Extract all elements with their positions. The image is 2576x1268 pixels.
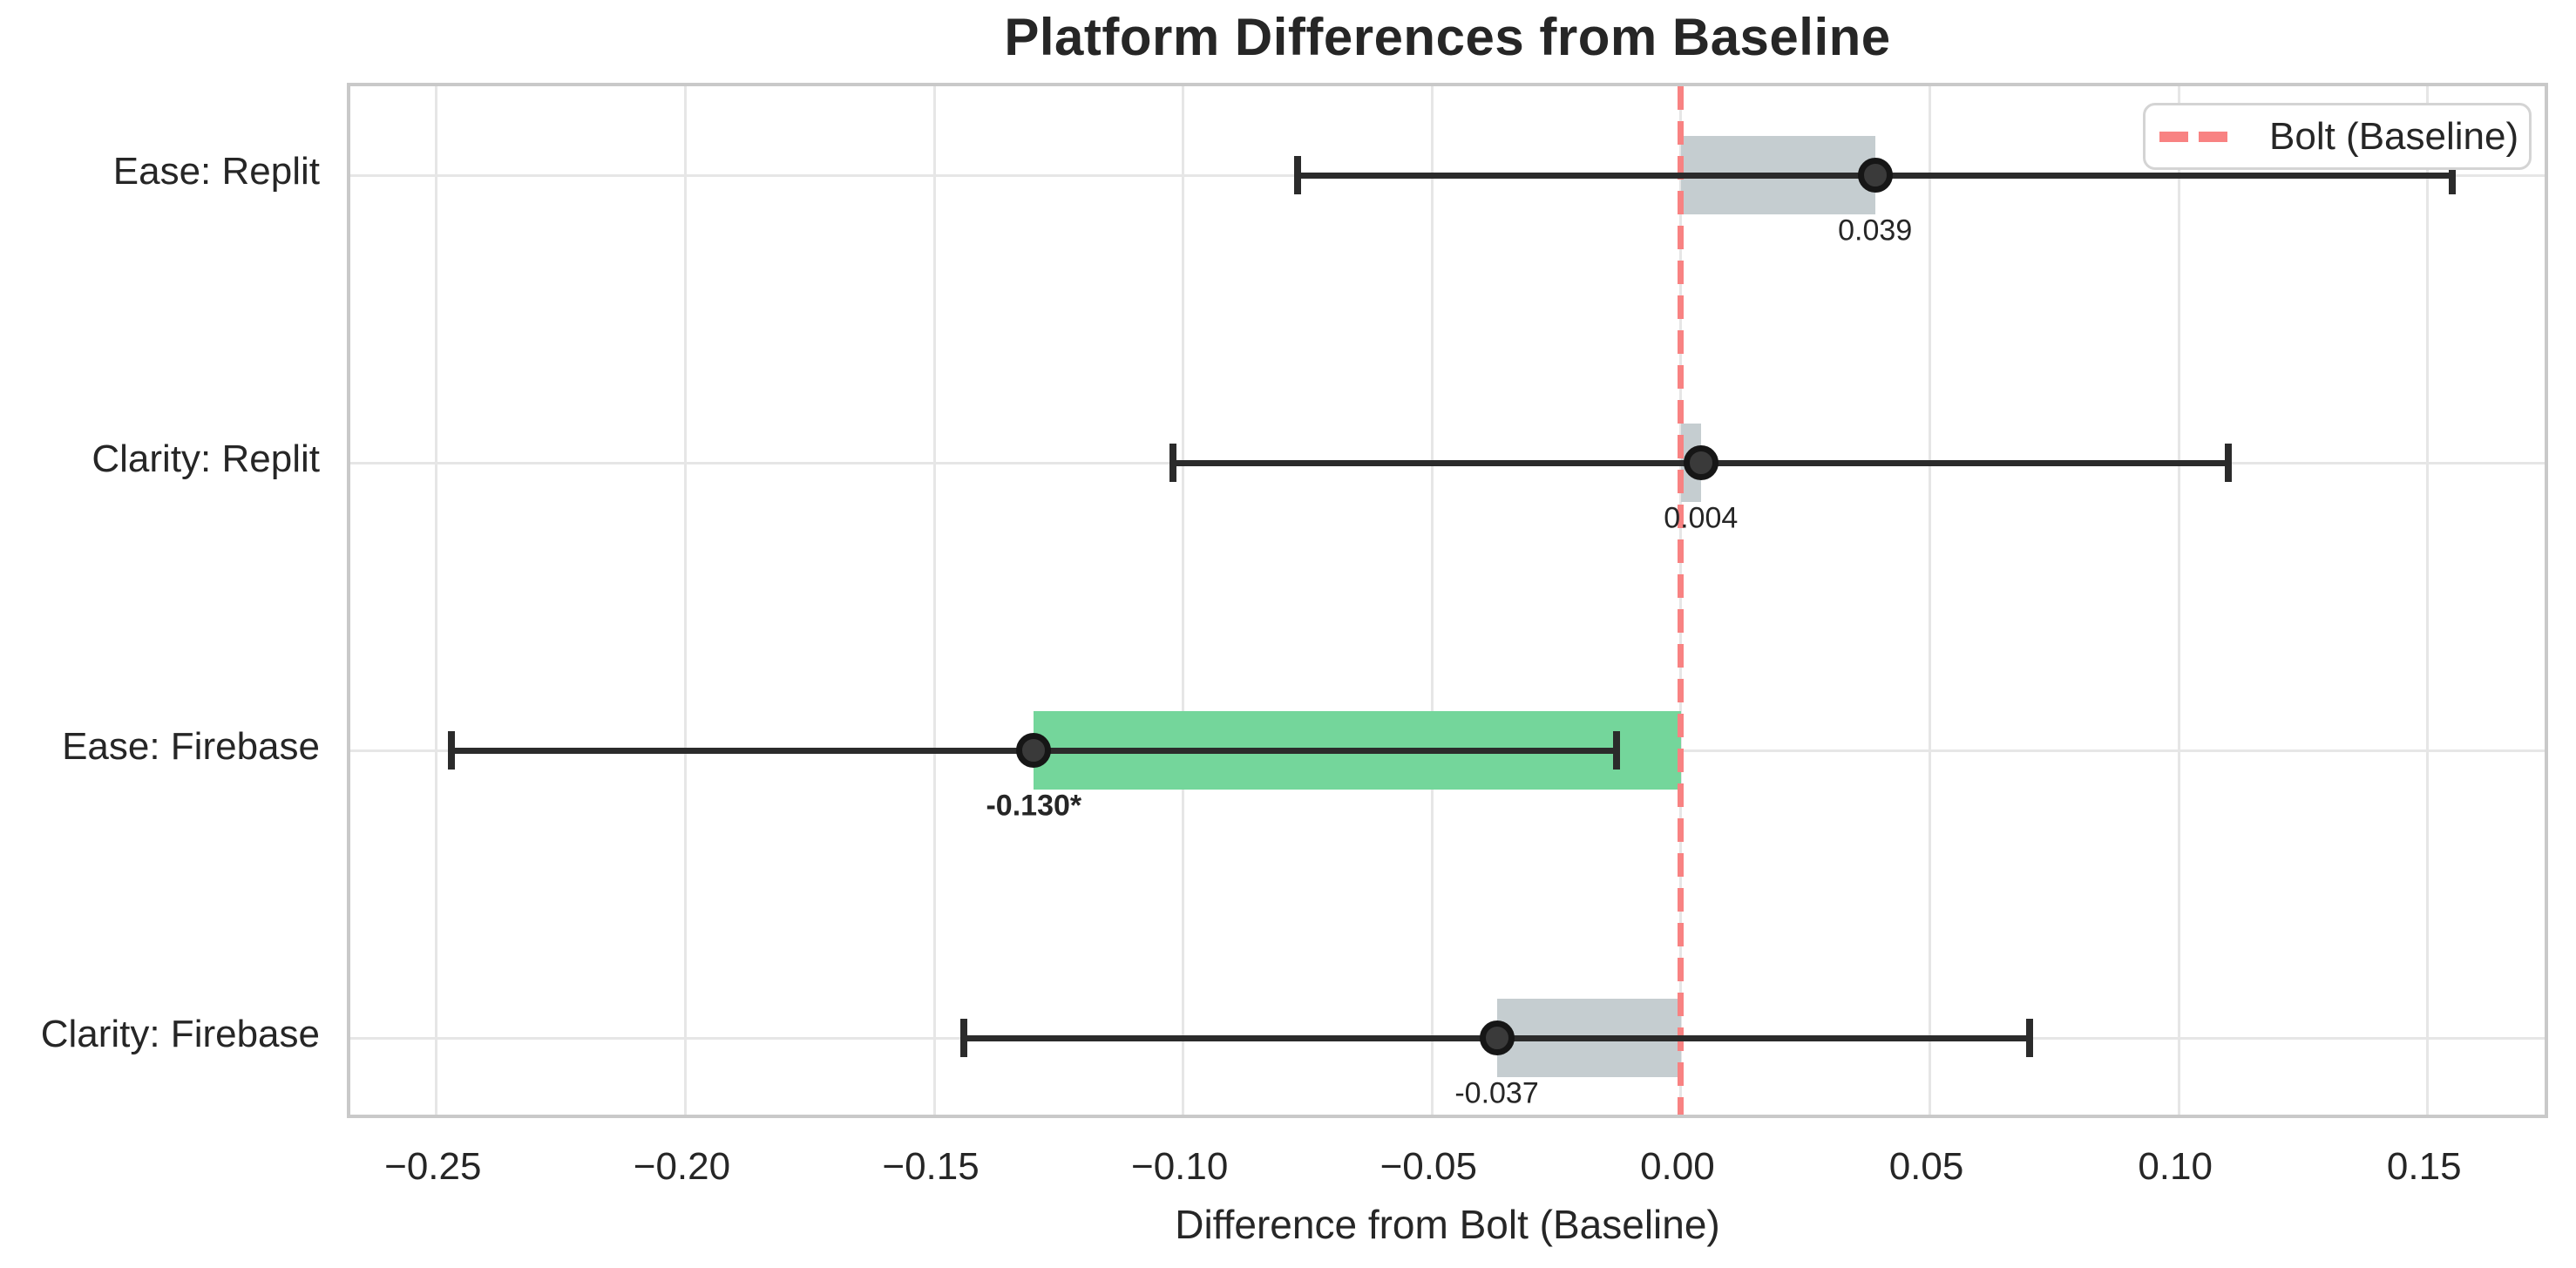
x-tick-label: −0.25 [384,1145,482,1188]
value-label: 0.004 [1664,501,1739,535]
value-label: -0.130* [986,789,1082,823]
legend-label: Bolt (Baseline) [2269,114,2519,158]
x-gridline [1430,86,1434,1115]
x-tick-label: −0.10 [1131,1145,1229,1188]
x-tick-label: −0.20 [633,1145,731,1188]
x-gridline [435,86,438,1115]
error-cap-low [960,1019,968,1057]
baseline-zero-line [1678,86,1685,1115]
legend: Bolt (Baseline) [2143,103,2532,170]
error-cap-high [2449,156,2457,194]
data-point [1016,733,1052,768]
x-tick-label: 0.10 [2138,1145,2213,1188]
x-axis-label: Difference from Bolt (Baseline) [1175,1202,1720,1247]
error-cap-low [1169,444,1177,482]
y-tick-label: Clarity: Firebase [40,1013,320,1055]
data-point [1683,445,1718,480]
y-tick-label: Clarity: Replit [92,437,320,480]
x-gridline [683,86,687,1115]
y-tick-label: Ease: Replit [112,150,320,193]
x-gridline [2426,86,2430,1115]
value-label: -0.037 [1454,1076,1539,1110]
data-point [1857,158,1893,193]
error-cap-low [1294,156,1302,194]
x-tick-label: −0.05 [1380,1145,1477,1188]
x-gridline [932,86,936,1115]
x-tick-label: 0.05 [1888,1145,1964,1188]
x-tick-label: 0.00 [1640,1145,1715,1188]
x-tick-label: 0.15 [2386,1145,2462,1188]
error-cap-high [2225,444,2233,482]
error-cap-low [447,731,455,770]
y-tick-label: Ease: Firebase [62,725,320,768]
plot-area: 0.039 0.004 -0.130* -0.037 [347,83,2548,1118]
data-point [1479,1021,1515,1055]
error-cap-high [2025,1019,2033,1057]
error-cap-high [1612,731,1620,770]
x-gridline [2177,86,2180,1115]
dashed-line-icon [2159,131,2229,142]
value-label: 0.039 [1838,214,1913,247]
x-gridline [1182,86,1185,1115]
x-gridline [1929,86,1932,1115]
x-tick-label: −0.15 [882,1145,980,1188]
chart-title: Platform Differences from Baseline [1004,8,1891,66]
